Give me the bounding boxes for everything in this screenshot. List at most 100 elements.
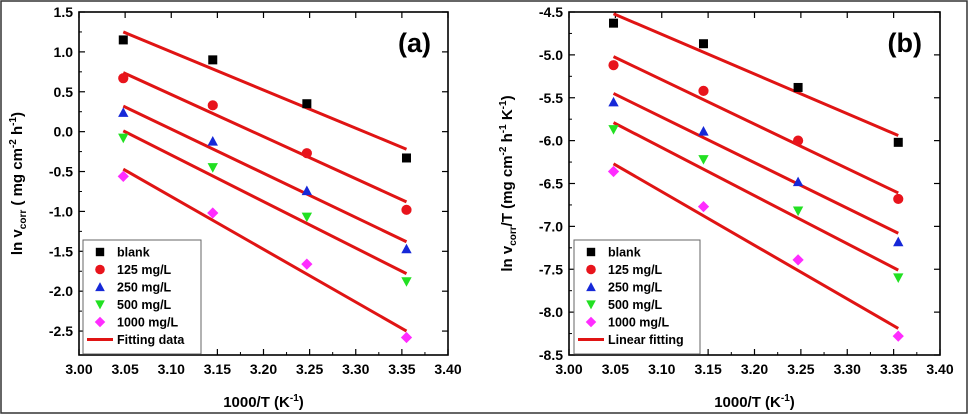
legend-marker-circle (95, 264, 105, 275)
y-axis-label-sub: corr (18, 210, 29, 230)
data-point-square (401, 153, 411, 163)
x-axis-label-tail: ) (790, 394, 795, 411)
x-tick-label: 3.25 (296, 361, 323, 377)
legend-marker-circle (586, 264, 596, 275)
data-point-circle (893, 193, 904, 205)
data-point-triangle-up (698, 126, 709, 136)
y-tick-label: -8.0 (539, 304, 563, 320)
y-axis-label-sup: -1 (498, 100, 509, 109)
data-point-triangle-down (401, 277, 412, 287)
data-point-diamond (400, 331, 413, 344)
data-point-triangle-up (207, 136, 218, 146)
fit-line (612, 92, 899, 235)
legend-box (82, 239, 202, 355)
legend-label: 250 mg/L (608, 281, 663, 295)
y-axis-label-main: ln v (499, 245, 516, 271)
x-axis-label-main: 1000/T (K (223, 394, 290, 411)
x-tick-label: 3.20 (741, 361, 768, 377)
x-axis-label-sup: -1 (290, 393, 299, 404)
x-axis-label: 1000/T (K-1) (223, 393, 304, 411)
data-point-triangle-down (301, 212, 313, 223)
y-tick-label: -1.0 (49, 203, 73, 219)
x-axis-label: 1000/T (K-1) (714, 393, 795, 411)
legend-marker-square (95, 247, 105, 257)
x-tick-label: 3.10 (158, 361, 185, 377)
legend-label: blank (117, 246, 150, 260)
y-tick-label: -4.5 (539, 4, 563, 20)
y-axis-label: ln vcorr/T (mg cm-2 h-1 K-1) (498, 95, 519, 271)
data-point-square (118, 35, 128, 45)
data-point-triangle-down (698, 155, 709, 165)
panel-a: 3.00 3.05 3.10 3.15 3.20 3.25 3.30 3.35 3.40 1.5 1… (8, 4, 462, 411)
x-tick-label: 3.20 (250, 361, 277, 377)
y-tick-label: 0.5 (54, 84, 74, 100)
data-point-circle (118, 73, 129, 84)
fit-line (122, 129, 408, 275)
x-tick-label: 3.05 (112, 361, 139, 377)
panel-b: 3.00 3.05 3.10 3.15 3.20 3.25 3.30 3.35 3.40 -4.5… (498, 4, 954, 411)
x-tick-label: 3.10 (648, 361, 675, 377)
data-point-triangle-down (792, 206, 804, 217)
x-tick-label: 3.15 (204, 361, 231, 377)
fit-line (122, 71, 408, 204)
data-point-circle (698, 85, 709, 96)
x-tick-label: 3.25 (787, 361, 814, 377)
y-tick-label: -6.0 (539, 133, 563, 149)
data-point-triangle-up (301, 185, 313, 196)
fit-line (122, 167, 408, 333)
data-point-square (793, 82, 803, 92)
data-point-diamond (792, 254, 804, 266)
data-point-diamond (207, 207, 219, 219)
x-tick-label: 3.40 (434, 361, 461, 377)
data-point-square (208, 55, 218, 65)
y-tick-label: 0.0 (54, 124, 74, 140)
data-point-triangle-up (118, 107, 129, 117)
y-axis-label-unit: /T (mg cm (499, 155, 516, 226)
y-axis-label-unit: h (499, 133, 516, 146)
legend-marker-square (586, 247, 596, 257)
data-point-circle (792, 135, 804, 146)
data-point-square (302, 99, 312, 109)
data-point-diamond (607, 165, 620, 178)
legend-marker-diamond (94, 316, 106, 328)
x-tick-label: 3.35 (388, 361, 415, 377)
x-tick-label: 3.00 (555, 361, 582, 377)
y-axis-label-sup: -1 (8, 117, 19, 126)
fit-line (612, 55, 899, 195)
x-axis-label-main: 1000/T (K (714, 394, 781, 411)
y-axis-label-unit: K (499, 109, 516, 124)
y-tick-label: -2.5 (49, 323, 73, 339)
legend-marker-triangle-down (586, 300, 596, 310)
data-point-square (698, 39, 708, 49)
data-point-triangle-down (893, 273, 904, 283)
x-axis-label-sup: -1 (781, 393, 790, 404)
legend-label: 500 mg/L (117, 298, 172, 312)
data-point-triangle-down (207, 163, 218, 173)
y-axis-label-unit: h (9, 126, 26, 139)
y-axis-label: ln vcorr ( mg cm-2 h-1) (8, 112, 29, 255)
data-point-circle (608, 60, 619, 71)
panel-label: (a) (398, 28, 431, 58)
legend-fit-label: Linear fitting (608, 333, 684, 347)
legend-label: 1000 mg/L (117, 316, 179, 330)
data-point-square (609, 18, 619, 28)
x-tick-label: 3.05 (602, 361, 629, 377)
data-point-circle (301, 148, 312, 159)
legend-box (573, 239, 701, 355)
x-axis-label-tail: ) (299, 394, 304, 411)
legend-marker-triangle-up (95, 282, 105, 292)
legend-label: 250 mg/L (117, 281, 172, 295)
legend-label: 500 mg/L (608, 298, 663, 312)
legend-label: 1000 mg/L (608, 316, 670, 330)
x-tick-label: 3.40 (926, 361, 953, 377)
fit-line (612, 12, 899, 137)
y-tick-label: -2.0 (49, 283, 73, 299)
y-axis-label-sub: corr (508, 226, 519, 246)
y-axis-label-close: ) (499, 95, 516, 100)
y-tick-label: -7.5 (539, 261, 563, 277)
data-point-triangle-down (608, 125, 619, 135)
data-point-triangle-up (792, 176, 804, 187)
